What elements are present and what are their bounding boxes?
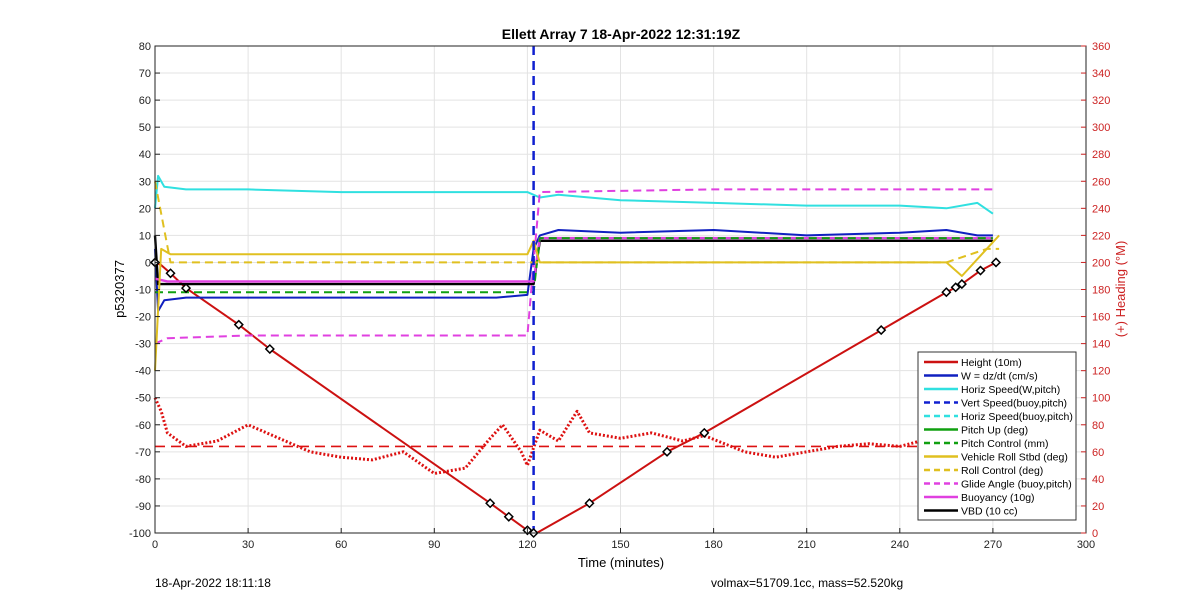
- legend-label-7: Vehicle Roll Stbd (deg): [961, 452, 1068, 464]
- height-marker-15: [956, 279, 967, 290]
- right-y-tick-label-2: 40: [1092, 474, 1104, 486]
- right-y-axis-label: (+) Heading (°M): [1113, 241, 1128, 338]
- right-y-tick-group: 0 20 40 60 80 100 120 140 160 180 200 220 240 260 280 3…: [1081, 41, 1110, 540]
- legend-label-2: Horiz Speed(W,pitch): [961, 384, 1060, 396]
- y-tick-label-13: 30: [139, 176, 151, 188]
- y-tick-group: -100-90-80-70-60-50-40-30-20-10010203040…: [129, 41, 160, 540]
- x-tick-label-6: 180: [704, 539, 722, 551]
- legend-label-1: W = dz/dt (cm/s): [961, 371, 1038, 383]
- y-tick-label-0: -100: [129, 528, 151, 540]
- x-tick-label-1: 30: [242, 539, 254, 551]
- y-axis-label: p5320377: [112, 260, 127, 318]
- height-marker-3: [233, 319, 244, 330]
- right-y-tick-label-7: 140: [1092, 339, 1110, 351]
- right-y-tick-label-16: 320: [1092, 95, 1110, 107]
- y-tick-label-4: -60: [135, 420, 151, 432]
- x-tick-label-7: 210: [798, 539, 816, 551]
- height-marker-1: [165, 268, 176, 279]
- height-marker-17: [990, 257, 1002, 268]
- legend-label-6: Pitch Control (mm): [961, 438, 1049, 450]
- height-marker-10: [661, 446, 673, 457]
- y-tick-label-18: 80: [139, 41, 151, 53]
- x-tick-label-9: 270: [984, 539, 1002, 551]
- footer-volume-mass: volmax=51709.1cc, mass=52.520kg: [711, 576, 904, 590]
- height-marker-6: [503, 511, 514, 522]
- series-line-pitch_ctrl: [155, 237, 993, 294]
- legend-label-11: VBD (10 cc): [961, 506, 1018, 518]
- height-marker-13: [941, 287, 952, 298]
- y-tick-label-10: 0: [145, 257, 151, 269]
- x-tick-label-3: 90: [428, 539, 440, 551]
- legend-box: [917, 351, 1077, 521]
- marker-group: [149, 257, 1002, 539]
- height-marker-9: [584, 498, 595, 509]
- height-marker-5: [485, 498, 496, 509]
- y-tick-label-12: 20: [139, 203, 151, 215]
- right-y-tick-label-8: 160: [1092, 312, 1110, 324]
- y-tick-label-16: 60: [139, 95, 151, 107]
- x-tick-label-4: 120: [518, 539, 536, 551]
- series-line-vbd: [153, 235, 993, 286]
- x-tick-label-5: 150: [611, 539, 629, 551]
- right-y-tick-label-5: 100: [1092, 393, 1110, 405]
- legend-label-3: Vert Speed(buoy,pitch): [961, 398, 1067, 410]
- y-tick-label-17: 70: [139, 68, 151, 80]
- x-tick-label-2: 60: [335, 539, 347, 551]
- right-y-tick-label-11: 220: [1092, 230, 1110, 242]
- series-line-roll_ctrl: [154, 181, 1000, 264]
- right-y-tick-label-13: 260: [1092, 176, 1110, 188]
- right-y-tick-label-4: 80: [1092, 420, 1104, 432]
- y-tick-label-9: -10: [135, 285, 151, 297]
- right-y-tick-label-10: 200: [1092, 257, 1110, 269]
- legend-label-0: Height (10m): [961, 357, 1022, 369]
- right-y-tick-label-15: 300: [1092, 122, 1110, 134]
- y-tick-label-11: 10: [139, 230, 151, 242]
- right-y-tick-label-18: 360: [1092, 41, 1110, 53]
- legend-label-4: Horiz Speed(buoy,pitch): [961, 411, 1073, 423]
- height-marker-12: [876, 325, 887, 336]
- right-y-tick-label-3: 60: [1092, 447, 1104, 459]
- legend-label-10: Buoyancy (10g): [961, 492, 1035, 504]
- legend-label-8: Roll Control (deg): [961, 465, 1043, 477]
- y-tick-label-14: 40: [139, 149, 151, 161]
- series-line-w: [154, 229, 993, 313]
- right-y-tick-label-6: 120: [1092, 366, 1110, 378]
- series-line-buoyancy: [154, 236, 993, 283]
- y-tick-label-5: -50: [135, 393, 151, 405]
- y-tick-label-1: -90: [135, 501, 151, 513]
- right-y-tick-label-14: 280: [1092, 149, 1110, 161]
- x-axis-label: Time (minutes): [578, 555, 664, 570]
- right-y-tick-label-0: 0: [1092, 528, 1098, 540]
- height-marker-14: [950, 282, 961, 293]
- x-tick-label-8: 240: [891, 539, 909, 551]
- y-tick-label-8: -20: [135, 312, 151, 324]
- right-y-tick-label-17: 340: [1092, 68, 1110, 80]
- chart-title: Ellett Array 7 18-Apr-2022 12:31:19Z: [502, 26, 741, 42]
- x-tick-label-0: 0: [152, 539, 158, 551]
- height-marker-2: [180, 283, 192, 294]
- y-tick-label-6: -40: [135, 366, 151, 378]
- series-line-horiz: [154, 174, 994, 215]
- series-line-heading: [153, 397, 994, 475]
- height-marker-11: [699, 427, 710, 438]
- series-line-roll: [154, 234, 1000, 371]
- right-y-tick-label-9: 180: [1092, 285, 1110, 297]
- y-tick-label-2: -80: [135, 474, 151, 486]
- footer-timestamp: 18-Apr-2022 18:11:18: [155, 576, 271, 590]
- y-tick-label-7: -30: [135, 339, 151, 351]
- legend: Height (10m)W = dz/dt (cm/s)Horiz Speed(…: [917, 351, 1077, 521]
- right-y-tick-label-12: 240: [1092, 203, 1110, 215]
- x-tick-group: 0 30 60 90 120 150 180 210 240 270 300: [152, 528, 1095, 551]
- series-line-glide_buoy: [154, 188, 993, 345]
- height-marker-4: [264, 343, 275, 355]
- legend-label-5: Pitch Up (deg): [961, 425, 1028, 437]
- y-tick-label-15: 50: [139, 122, 151, 134]
- x-tick-label-10: 300: [1077, 539, 1095, 551]
- y-tick-label-3: -70: [135, 447, 151, 459]
- right-y-tick-label-1: 20: [1092, 501, 1104, 513]
- legend-label-9: Glide Angle (buoy,pitch): [961, 479, 1072, 491]
- height-marker-16: [975, 265, 986, 276]
